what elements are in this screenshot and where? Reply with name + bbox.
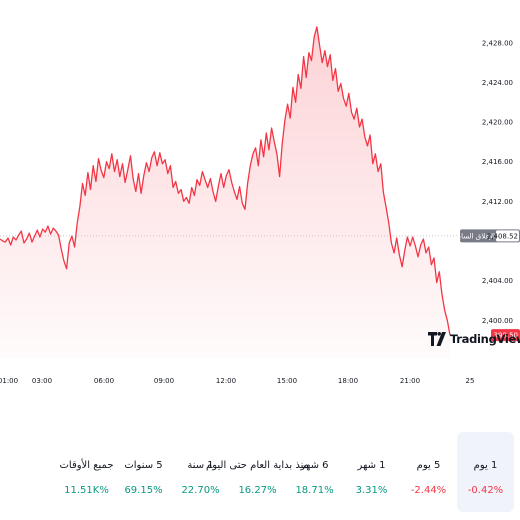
x-tick-label: 03:00	[32, 377, 52, 385]
tradingview-logo-icon	[428, 332, 446, 346]
period-tab[interactable]: 5 سنوات 69.15%	[115, 432, 172, 512]
period-label: منذ بداية العام حتى اليوم	[206, 460, 309, 471]
x-tick-label: 12:00	[216, 377, 236, 385]
period-tab[interactable]: منذ بداية العام حتى اليوم 16.27%	[206, 432, 309, 512]
price-chart[interactable]: 2,428.00 2,424.00 2,420.00 2,416.00 2,412.00…	[0, 0, 520, 400]
period-change-value: 22.70%	[181, 485, 220, 496]
period-label: 6 شهر	[300, 460, 329, 471]
period-label: 1 يوم	[473, 460, 498, 471]
chart-canvas[interactable]: 2,428.00 2,424.00 2,420.00 2,416.00 2,412.00…	[0, 0, 520, 400]
period-tab[interactable]: 1 يوم -0.42%	[457, 432, 514, 512]
previous-close-tag-value-bg	[496, 230, 519, 242]
period-tab[interactable]: 5 يوم -2.44%	[400, 432, 457, 512]
previous-close-label: الإغلاق السابق	[453, 232, 495, 240]
x-tick-label: 06:00	[94, 377, 114, 385]
x-tick-label: 15:00	[277, 377, 297, 385]
period-label: 1 سنة	[187, 460, 214, 471]
previous-close-value: 2,408.52	[487, 232, 518, 240]
performance-periods: 1 يوم -0.42% 5 يوم -2.44% 1 شهر 3.31% 6 شهر 18.…	[0, 432, 520, 512]
period-change-value: 18.71%	[295, 485, 334, 496]
period-label: 1 شهر	[357, 460, 386, 471]
y-tick-label: 2,424.00	[482, 79, 513, 87]
tradingview-logo[interactable]: TradingView	[428, 332, 520, 346]
period-change-value: 69.15%	[124, 485, 163, 496]
period-change-value: 16.27%	[238, 485, 277, 496]
period-change-value: 3.31%	[355, 485, 388, 496]
x-tick-label: 25	[466, 377, 475, 385]
period-change-value: -0.42%	[467, 485, 504, 496]
y-tick-label: 2,412.00	[482, 198, 513, 206]
period-change-value: -2.44%	[410, 485, 447, 496]
x-tick-label: 18:00	[338, 377, 358, 385]
period-label: 5 سنوات	[124, 460, 163, 471]
x-tick-label: 21:00	[400, 377, 420, 385]
period-label: جميع الأوقات	[59, 460, 114, 471]
period-tab[interactable]: جميع الأوقات 11.51K%	[58, 432, 115, 512]
y-tick-label: 2,404.00	[482, 277, 513, 285]
x-tick-label: 09:00	[154, 377, 174, 385]
price-line	[0, 26, 451, 336]
x-tick-label: 01:00	[0, 377, 18, 385]
y-tick-label: 2,420.00	[482, 119, 513, 127]
last-price-tag-bg	[491, 329, 520, 342]
period-tab[interactable]: 6 شهر 18.71%	[286, 432, 343, 512]
period-tab[interactable]: 1 سنة 22.70%	[172, 432, 229, 512]
price-area-fill	[0, 26, 450, 359]
y-tick-label: 2,416.00	[482, 158, 513, 166]
period-tab[interactable]: 1 شهر 3.31%	[343, 432, 400, 512]
tradingview-logo-text: TradingView	[450, 332, 520, 346]
last-price-value: 2,398.50	[487, 332, 518, 340]
period-change-value: 11.51K%	[64, 485, 109, 496]
y-tick-label: 2,400.00	[482, 317, 513, 325]
period-label: 5 يوم	[416, 460, 441, 471]
last-price-tag: 2,398.50	[487, 329, 520, 342]
y-tick-label: 2,428.00	[482, 39, 513, 47]
